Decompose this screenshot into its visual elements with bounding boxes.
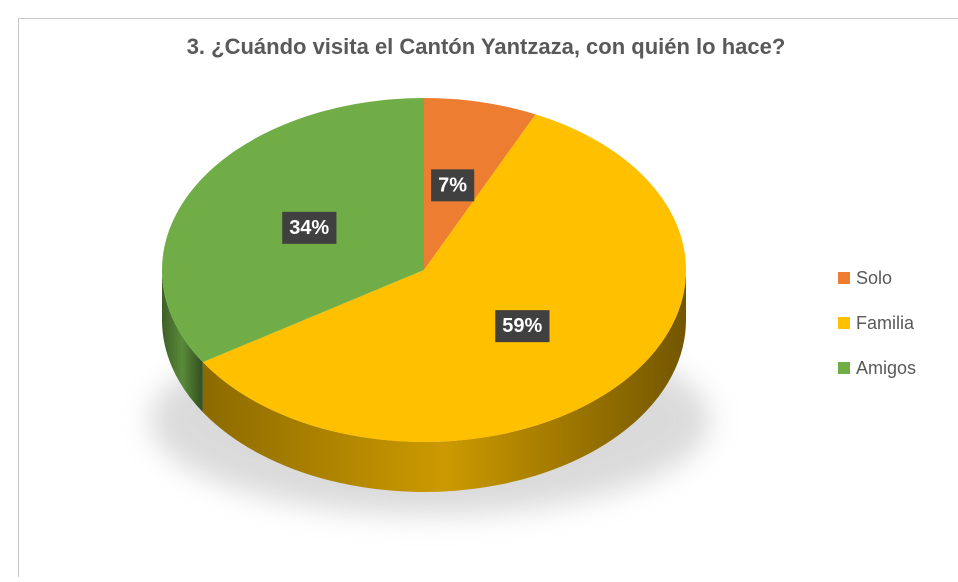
- data-label: 7%: [438, 174, 467, 196]
- legend-swatch: [838, 272, 850, 284]
- legend-label: Familia: [856, 313, 915, 333]
- legend-swatch: [838, 317, 850, 329]
- legend-swatch: [838, 362, 850, 374]
- data-label: 34%: [289, 217, 329, 239]
- legend-label: Amigos: [856, 358, 916, 378]
- chart-title: 3. ¿Cuándo visita el Cantón Yantzaza, co…: [187, 34, 786, 59]
- legend-label: Solo: [856, 268, 892, 288]
- data-label: 59%: [502, 315, 542, 337]
